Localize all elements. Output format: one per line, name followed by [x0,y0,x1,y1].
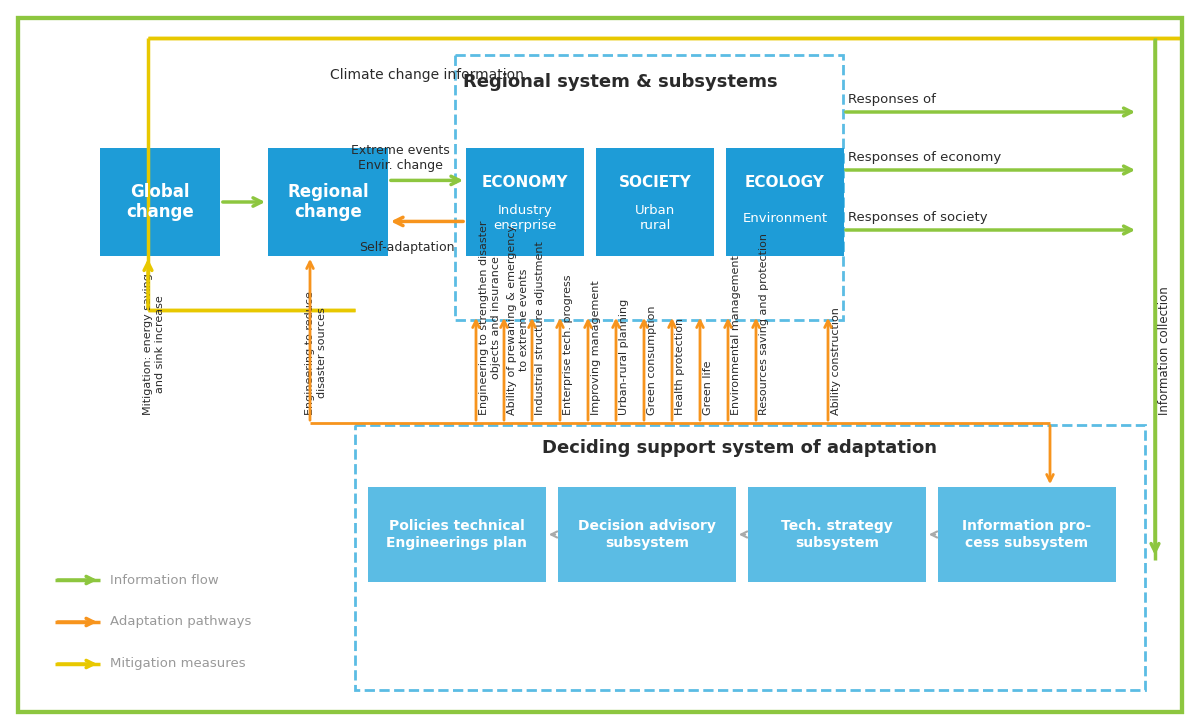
Bar [726,148,844,256]
Text: Industry
enerprise: Industry enerprise [493,204,557,232]
Text: Global
change: Global change [126,182,194,222]
Text: Responses of society: Responses of society [848,212,988,225]
Text: Mitigation measures: Mitigation measures [110,657,246,670]
Text: Environment: Environment [743,212,828,225]
Text: ECONOMY: ECONOMY [481,175,569,190]
Text: Policies technical
Engineerings plan: Policies technical Engineerings plan [386,519,528,550]
Text: Responses of: Responses of [848,94,936,106]
Bar [268,148,388,256]
Text: Urban
rural: Urban rural [635,204,676,232]
Bar [466,148,584,256]
Bar [596,148,714,256]
Text: Information pro-
cess subsystem: Information pro- cess subsystem [962,519,1092,550]
Text: Self-adaptation: Self-adaptation [359,241,455,254]
Text: Extreme events
Envir. change: Extreme events Envir. change [350,144,449,172]
Text: Health protection: Health protection [674,318,685,415]
Text: Tech. strategy
subsystem: Tech. strategy subsystem [781,519,893,550]
Text: Information flow: Information flow [110,574,218,587]
Text: Climate change information: Climate change information [330,68,524,82]
Text: Resources saving and protection: Resources saving and protection [760,233,769,415]
Text: Deciding support system of adaptation: Deciding support system of adaptation [542,439,937,457]
Text: Adaptation pathways: Adaptation pathways [110,616,251,629]
Text: Ability construction: Ability construction [830,307,841,415]
Bar [100,148,220,256]
Text: SOCIETY: SOCIETY [619,175,691,190]
Text: Information collection: Information collection [1158,286,1171,415]
Bar [748,487,926,582]
Text: Industrial structure adjustment: Industrial structure adjustment [535,241,545,415]
Text: Green consumption: Green consumption [647,305,658,415]
Text: Enterprise tech. progress: Enterprise tech. progress [563,275,574,415]
Text: Responses of economy: Responses of economy [848,151,1001,164]
Bar [368,487,546,582]
Text: Improving management: Improving management [592,280,601,415]
Text: Decision advisory
subsystem: Decision advisory subsystem [578,519,716,550]
Text: Engineering to strengthen disaster
objects and insurance: Engineering to strengthen disaster objec… [479,220,500,415]
Text: Ability of prewaning & emergency
to extreme events: Ability of prewaning & emergency to extr… [508,225,529,415]
Text: ECOLOGY: ECOLOGY [745,175,824,190]
Bar [355,425,1145,690]
Text: Green life: Green life [703,361,713,415]
Text: Mitigation: energy saving
and sink increase: Mitigation: energy saving and sink incre… [143,273,164,415]
Text: Regional
change: Regional change [287,182,368,222]
Text: Regional system & subsystems: Regional system & subsystems [463,73,778,91]
Text: Engineering to reduce
disaster sources: Engineering to reduce disaster sources [305,291,326,415]
Bar [455,55,842,320]
Bar [938,487,1116,582]
Text: Environmental management: Environmental management [731,255,742,415]
Text: Urban-rural planning: Urban-rural planning [619,299,629,415]
Bar [558,487,736,582]
